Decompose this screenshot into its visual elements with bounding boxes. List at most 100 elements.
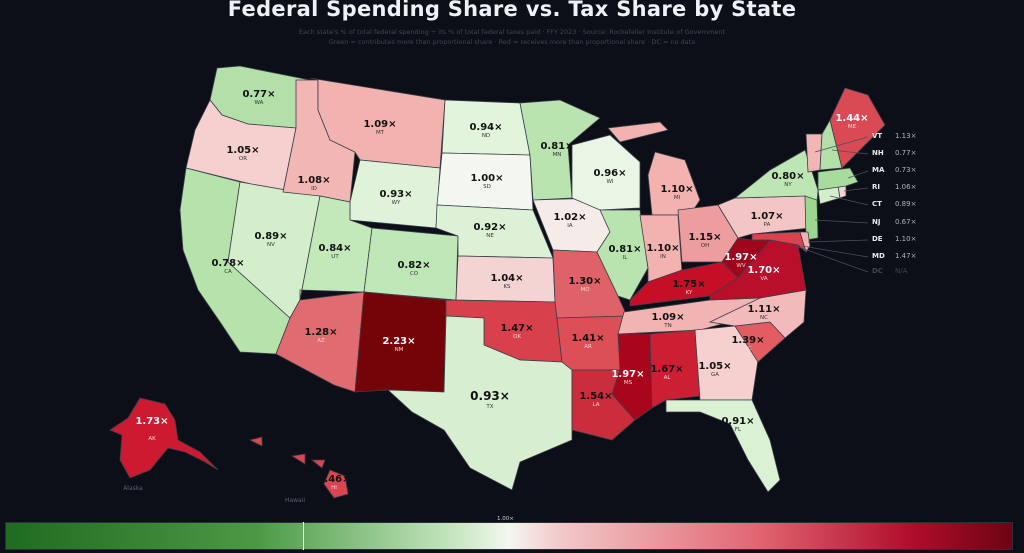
label-MT-value: 1.09× — [363, 119, 396, 130]
label-GA-value: 1.05× — [698, 361, 731, 372]
label-AL-abbr: AL — [664, 375, 672, 381]
label-AK-value: 1.73× — [135, 416, 168, 427]
label-MO-abbr: MO — [580, 287, 590, 293]
inset-label-alaska: Alaska — [123, 485, 143, 492]
state-MN[interactable] — [519, 99, 601, 201]
label-ND-abbr: ND — [482, 133, 490, 139]
label-NV-value: 0.89× — [254, 231, 287, 242]
state-AK[interactable] — [109, 397, 219, 479]
label-SC-value: 1.39× — [731, 335, 764, 346]
label-KS-abbr: KS — [503, 284, 511, 290]
state-WY[interactable] — [349, 159, 441, 229]
state-labels: 0.77×WA 1.05×OR 0.78×CA 0.89×NV 1.08×ID … — [123, 89, 868, 504]
state-AL[interactable] — [649, 329, 701, 409]
label-KY-abbr: KY — [686, 290, 693, 296]
label-WA-value: 0.77× — [242, 89, 275, 100]
state-NJ[interactable] — [804, 195, 819, 241]
label-WI-abbr: WI — [606, 179, 613, 185]
label-NC-abbr: NC — [760, 315, 768, 321]
label-LA-abbr: LA — [593, 402, 600, 408]
label-OR-abbr: OR — [239, 156, 247, 162]
label-MI-abbr: MI — [674, 195, 681, 201]
label-SD-value: 1.00× — [470, 173, 503, 184]
label-TN-abbr: TN — [663, 323, 671, 329]
label-OK-abbr: OK — [513, 334, 521, 340]
us-choropleth-map: 0.77×WA 1.05×OR 0.78×CA 0.89×NV 1.08×ID … — [109, 65, 886, 504]
label-MT-abbr: MT — [376, 130, 385, 136]
label-IA-value: 1.02× — [553, 212, 586, 223]
label-AK-abbr: AK — [148, 436, 156, 442]
label-ME-value: 1.44× — [835, 113, 868, 124]
state-VT[interactable] — [805, 133, 823, 173]
label-WV-abbr: WV — [736, 263, 745, 269]
colorbar-marker — [303, 522, 304, 550]
label-WV-value: 1.97× — [724, 252, 757, 263]
map-subtitle: Each state's % of total federal spending… — [298, 28, 726, 36]
state-WI[interactable] — [571, 134, 641, 211]
northeast-leader-lines — [795, 136, 869, 273]
label-IN-abbr: IN — [660, 254, 666, 260]
label-IA-abbr: IA — [567, 223, 573, 229]
label-WY-value: 0.93× — [379, 189, 412, 200]
label-CA-value: 0.78× — [211, 258, 244, 269]
label-CO-value: 0.82× — [397, 260, 430, 271]
label-WI-value: 0.96× — [593, 168, 626, 179]
label-VA-value: 1.70× — [747, 265, 780, 276]
label-ME-abbr: ME — [848, 124, 857, 130]
state-ME[interactable] — [829, 87, 886, 169]
label-NE-abbr: NE — [486, 233, 494, 239]
label-MI-value: 1.10× — [660, 184, 693, 195]
label-ID-value: 1.08× — [297, 175, 330, 186]
label-PA-abbr: PA — [764, 222, 771, 228]
label-IN-value: 1.10× — [646, 243, 679, 254]
label-LA-value: 1.54× — [579, 391, 612, 402]
label-UT-value: 0.84× — [318, 243, 351, 254]
label-MS-value: 1.97× — [611, 369, 644, 380]
label-IL-abbr: IL — [623, 255, 629, 261]
label-UT-abbr: UT — [331, 254, 339, 260]
label-NE-value: 0.92× — [473, 222, 506, 233]
colorbar-midpoint-label: 1.00× — [497, 516, 514, 522]
label-MN-value: 0.81× — [540, 141, 573, 152]
label-NM-value: 2.23× — [382, 336, 415, 347]
label-AL-value: 1.67× — [650, 364, 683, 375]
label-MO-value: 1.30× — [568, 276, 601, 287]
map-title: Federal Spending Share vs. Tax Share by … — [227, 0, 797, 21]
label-CO-abbr: CO — [410, 271, 419, 277]
label-KY-value: 1.75× — [672, 279, 705, 290]
label-NV-abbr: NV — [267, 242, 275, 248]
label-AR-abbr: AR — [584, 344, 592, 350]
label-HI-abbr: HI — [331, 485, 337, 491]
label-TX-value: 0.93× — [470, 389, 510, 403]
label-ND-value: 0.94× — [469, 122, 502, 133]
label-TX-abbr: TX — [485, 404, 493, 410]
state-HI[interactable] — [248, 436, 349, 499]
label-NC-value: 1.11× — [747, 304, 780, 315]
label-IL-value: 0.81× — [608, 244, 641, 255]
label-OK-value: 1.47× — [500, 323, 533, 334]
state-FL[interactable] — [665, 399, 781, 493]
label-AZ-abbr: AZ — [317, 338, 325, 344]
label-AR-value: 1.41× — [571, 333, 604, 344]
label-NY-value: 0.80× — [771, 171, 804, 182]
label-NM-abbr: NM — [395, 347, 404, 353]
state-TX[interactable] — [386, 315, 573, 491]
label-SD-abbr: SD — [483, 184, 491, 190]
colorbar — [5, 522, 1013, 550]
state-MA[interactable] — [817, 167, 859, 191]
label-AZ-value: 1.28× — [304, 327, 337, 338]
state-GA[interactable] — [694, 325, 759, 401]
label-ID-abbr: ID — [311, 186, 317, 192]
map-legend-note: Green = contributes more than proportion… — [328, 38, 696, 46]
label-HI-value: 1.46× — [317, 474, 350, 485]
label-NY-abbr: NY — [784, 182, 792, 188]
label-MS-abbr: MS — [624, 380, 633, 386]
label-TN-value: 1.09× — [651, 312, 684, 323]
label-VA-abbr: VA — [760, 276, 767, 282]
label-OR-value: 1.05× — [226, 145, 259, 156]
label-OH-value: 1.15× — [688, 232, 721, 243]
label-FL-abbr: FL — [735, 427, 742, 433]
label-CA-abbr: CA — [224, 269, 232, 275]
label-OH-abbr: OH — [701, 243, 709, 249]
label-GA-abbr: GA — [711, 372, 719, 378]
